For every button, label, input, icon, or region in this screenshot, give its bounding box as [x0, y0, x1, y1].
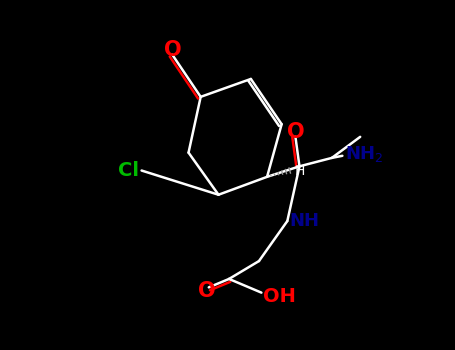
Text: OH: OH: [263, 287, 296, 306]
Text: O: O: [163, 40, 181, 60]
Text: NH$_2$: NH$_2$: [345, 144, 384, 164]
Text: H: H: [294, 163, 304, 177]
Text: O: O: [287, 122, 304, 142]
Text: Cl: Cl: [118, 161, 139, 180]
Text: O: O: [198, 281, 216, 301]
Text: NH: NH: [289, 212, 319, 230]
